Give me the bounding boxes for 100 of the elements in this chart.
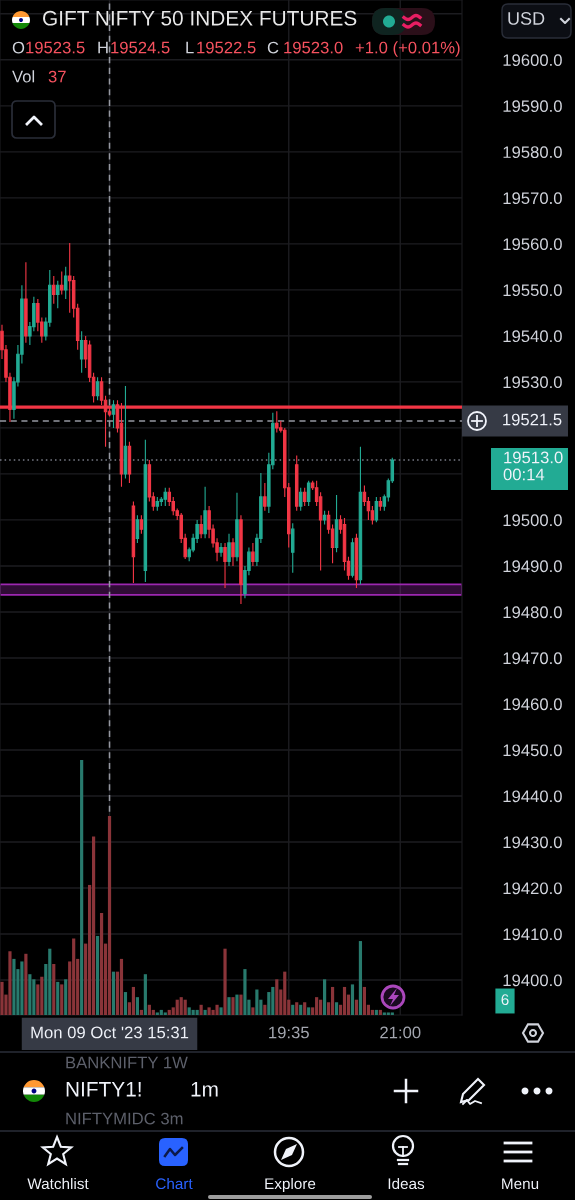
bar (374, 1009, 378, 1015)
bar (123, 992, 128, 1015)
bar (48, 948, 52, 1015)
bar (319, 999, 323, 1015)
bar (362, 986, 367, 1015)
bar (24, 953, 28, 1015)
bar (227, 997, 231, 1015)
candlestick (290, 522, 295, 574)
bar (211, 1009, 215, 1015)
candlestick (378, 496, 383, 512)
bar (187, 1007, 191, 1015)
candlestick (56, 280, 60, 309)
candlestick (235, 492, 239, 562)
candlestick (251, 542, 255, 567)
y-tick-label: 19570.0 (503, 192, 562, 205)
x-tick-label: 19:35 (269, 1026, 309, 1039)
bar (147, 1004, 151, 1015)
candlestick (306, 480, 311, 507)
candlestick (155, 496, 160, 512)
bar (143, 974, 147, 1015)
bar (291, 1004, 295, 1015)
bar (239, 994, 243, 1015)
bar (0, 981, 4, 1015)
bar (386, 1012, 390, 1015)
text: 1m (191, 1082, 218, 1097)
x-tick-label: Mon 09 Oct '23 15:31 (31, 1026, 189, 1039)
bar (315, 997, 319, 1015)
bar (163, 1012, 167, 1015)
annotation: H (98, 41, 108, 54)
candlestick (111, 399, 116, 429)
bar (8, 951, 12, 1015)
text: Explore (265, 1177, 316, 1193)
y-tick-label: 19600.0 (503, 54, 562, 67)
bar (299, 1004, 303, 1015)
bar (255, 989, 259, 1015)
annotation: 19522.5 (197, 41, 256, 54)
bar (60, 984, 64, 1015)
bar (251, 1007, 255, 1015)
bar (295, 1002, 299, 1015)
bar (92, 836, 96, 1015)
annotation: L (186, 41, 194, 54)
bar (303, 1002, 307, 1015)
chart-title: GIFT NIFTY 50 INDEX FUTURES (43, 10, 357, 26)
candlestick (263, 482, 267, 512)
text: Ideas (388, 1177, 425, 1190)
bar (111, 971, 116, 1015)
y-tick-label: 19460.0 (503, 698, 562, 711)
bar (330, 986, 335, 1015)
annotation: 19524.5 (111, 41, 170, 54)
bar (342, 986, 347, 1015)
candlestick (52, 275, 56, 305)
x-tick-label: 21:00 (380, 1026, 421, 1039)
bar (219, 1007, 223, 1015)
bar (20, 961, 24, 1015)
bar (243, 969, 247, 1015)
bar (179, 997, 183, 1015)
bar (119, 958, 124, 1015)
y-tick-label: 19550.0 (503, 284, 562, 297)
y-tick-label: 19560.0 (503, 238, 562, 251)
bar (52, 964, 56, 1015)
ref-line-label: 19521.5 (503, 413, 562, 426)
bar (390, 1012, 394, 1015)
bar (107, 816, 112, 1015)
bar (139, 1009, 143, 1015)
bar (80, 760, 84, 1015)
y-tick-label: 19500.0 (503, 514, 562, 527)
y-tick-label: 19400.0 (503, 974, 562, 987)
candlestick (219, 542, 223, 558)
bar (40, 976, 44, 1015)
candlestick (322, 510, 327, 526)
bar (207, 1007, 211, 1015)
candlestick (199, 514, 203, 539)
bar (323, 979, 327, 1015)
candlestick (223, 542, 227, 589)
bar (203, 1009, 207, 1015)
bar (307, 1007, 311, 1015)
candlestick (239, 514, 243, 605)
y-tick-label: 19590.0 (503, 100, 562, 113)
y-tick-label: 19490.0 (503, 560, 562, 573)
annotation: 37 (48, 70, 66, 83)
bar (382, 1012, 386, 1015)
bar (235, 994, 239, 1015)
y-tick-label: 19420.0 (503, 882, 562, 895)
bar (72, 938, 76, 1015)
bar (12, 958, 16, 1015)
annotation: 19523.5 (26, 41, 85, 54)
bar (223, 948, 227, 1015)
text: Watchlist (27, 1177, 89, 1190)
bar (151, 1009, 155, 1015)
y-tick-label: 19410.0 (503, 928, 562, 941)
bar (199, 1004, 203, 1015)
bar (283, 971, 287, 1015)
bar (231, 997, 235, 1015)
bar (56, 981, 60, 1015)
bar (334, 1002, 339, 1015)
bar (28, 974, 32, 1015)
y-tick-label: 19430.0 (503, 836, 562, 849)
bar (191, 1009, 195, 1015)
bar (95, 935, 100, 1015)
bar (370, 1009, 374, 1015)
